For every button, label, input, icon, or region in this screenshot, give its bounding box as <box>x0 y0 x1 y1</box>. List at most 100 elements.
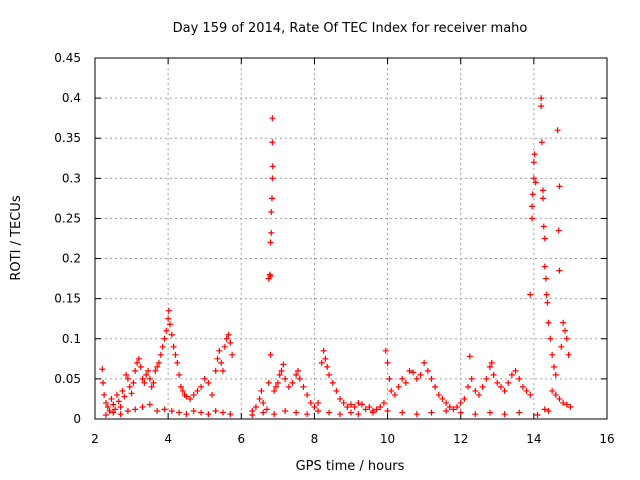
x-tick-label: 4 <box>164 432 172 446</box>
y-tick-labels: 0 0.05 0.1 0.15 0.2 0.25 0.3 0.35 0.4 0.45 <box>54 51 81 426</box>
data-point <box>439 395 446 402</box>
data-point <box>134 359 141 366</box>
data-point <box>194 387 201 394</box>
data-point <box>115 398 122 405</box>
data-point <box>269 163 276 170</box>
data-point <box>278 367 285 374</box>
data-point <box>326 371 333 378</box>
data-point <box>214 355 221 362</box>
data-point <box>384 359 391 366</box>
data-point <box>102 399 109 406</box>
data-point <box>391 391 398 398</box>
data-point <box>156 359 162 366</box>
data-point <box>505 379 512 386</box>
data-point <box>113 391 120 398</box>
data-point <box>117 411 124 418</box>
data-point <box>457 409 464 416</box>
data-point <box>555 227 562 234</box>
data-point <box>271 387 278 394</box>
data-point <box>104 403 111 410</box>
data-point <box>300 383 307 390</box>
data-point <box>130 379 137 386</box>
y-tick-label: 0.25 <box>54 211 81 225</box>
data-point <box>205 379 212 386</box>
data-point <box>561 327 568 334</box>
data-point <box>552 371 559 378</box>
data-point <box>123 371 130 378</box>
data-point <box>380 399 387 406</box>
data-point <box>556 183 563 190</box>
data-point <box>307 399 314 406</box>
data-point <box>366 403 373 410</box>
plot-frame <box>94 57 608 420</box>
data-point <box>543 291 550 298</box>
data-point <box>267 351 274 358</box>
data-point <box>280 361 287 368</box>
data-point <box>324 363 331 370</box>
data-point <box>399 409 406 416</box>
data-point <box>550 363 557 370</box>
data-point <box>523 387 530 394</box>
data-point <box>99 366 106 373</box>
data-point <box>165 315 172 322</box>
data-point <box>274 379 281 386</box>
data-point <box>152 367 159 374</box>
data-point <box>413 375 420 382</box>
chart-title: Day 159 of 2014, Rate Of TEC Index for r… <box>173 21 528 36</box>
y-axis-label: ROTI / TECUs <box>9 195 24 280</box>
data-point <box>337 411 344 418</box>
data-point <box>369 409 376 416</box>
data-point <box>128 390 135 397</box>
data-point <box>567 403 574 410</box>
y-tick-label: 0 <box>73 412 81 426</box>
data-point <box>100 379 107 386</box>
data-point <box>541 263 548 270</box>
data-point <box>486 363 493 370</box>
data-point <box>530 159 537 166</box>
data-point <box>161 406 168 413</box>
data-point <box>276 371 283 378</box>
data-point <box>166 321 173 328</box>
data-point <box>457 399 464 406</box>
data-point <box>161 335 168 342</box>
y-tick-label: 0.4 <box>62 91 81 105</box>
data-point <box>265 379 272 386</box>
y-tick-label: 0.45 <box>54 51 81 65</box>
data-point <box>547 335 554 342</box>
data-point <box>117 403 124 410</box>
data-point <box>490 371 497 378</box>
data-point <box>488 359 495 366</box>
data-point <box>126 383 133 390</box>
data-point <box>269 115 276 122</box>
data-point <box>318 359 325 366</box>
data-point <box>218 359 225 366</box>
data-point <box>209 391 216 398</box>
data-point <box>538 103 545 110</box>
data-point <box>377 403 384 410</box>
data-point <box>294 367 301 374</box>
data-point <box>531 151 538 158</box>
data-point <box>540 195 546 202</box>
data-point <box>267 239 274 246</box>
data-point <box>529 191 536 198</box>
data-point <box>221 343 228 350</box>
data-point <box>322 355 329 362</box>
x-tick-label: 12 <box>453 432 468 446</box>
data-point <box>421 359 428 366</box>
data-point <box>556 395 563 402</box>
data-point <box>406 367 413 374</box>
data-point <box>348 401 354 408</box>
data-point <box>179 387 186 394</box>
data-point <box>159 343 166 350</box>
data-point <box>101 391 108 398</box>
data-point <box>501 387 508 394</box>
data-point <box>269 175 276 182</box>
data-point <box>355 411 362 418</box>
data-point <box>110 409 117 416</box>
data-point <box>428 375 435 382</box>
data-point <box>329 379 336 386</box>
data-point <box>544 299 551 306</box>
data-point <box>267 273 274 280</box>
data-point <box>501 411 508 418</box>
